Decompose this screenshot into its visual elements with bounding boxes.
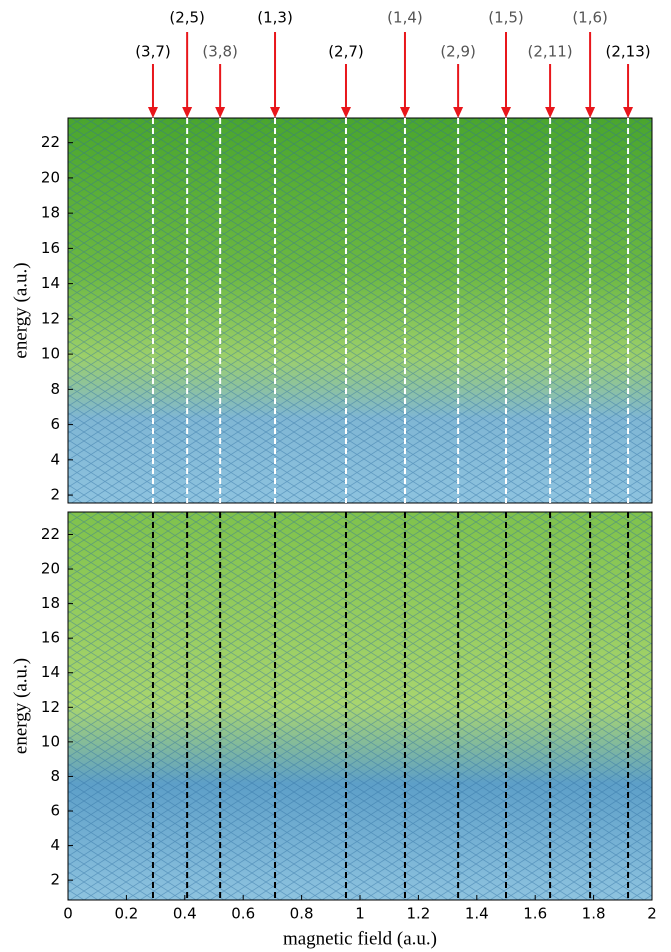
x-tick-label: 0.6 — [231, 905, 255, 923]
y-tick-label: 20 — [41, 560, 60, 578]
arrow-head — [182, 107, 193, 118]
x-tick-label: 0.8 — [290, 905, 314, 923]
y-axis-label: energy (a.u.) — [10, 262, 31, 358]
arrow-head — [340, 107, 351, 118]
arrow-head — [147, 107, 158, 118]
arrow-head — [545, 107, 556, 118]
y-tick-label: 20 — [41, 168, 60, 186]
x-tick-label: 0 — [63, 905, 73, 923]
y-tick-label: 2 — [50, 871, 60, 889]
y-tick-label: 4 — [50, 450, 60, 468]
y-tick-label: 16 — [41, 239, 60, 257]
y-tick-label: 12 — [41, 309, 60, 327]
x-tick-label: 0.2 — [114, 905, 138, 923]
y-tick-label: 18 — [41, 204, 60, 222]
y-tick-label: 6 — [50, 415, 60, 433]
arrow-head — [270, 107, 281, 118]
arrow-head — [399, 107, 410, 118]
y-tick-label: 10 — [41, 732, 60, 750]
annotation-label: (1,4) — [387, 9, 423, 27]
y-tick-label: 18 — [41, 594, 60, 612]
annotation-label: (1,5) — [488, 9, 524, 27]
annotation-label: (2,13) — [606, 43, 651, 61]
y-tick-label: 2 — [50, 486, 60, 504]
y-tick-label: 22 — [41, 525, 60, 543]
annotation-label: (2,11) — [528, 43, 573, 61]
annotation-label: (3,7) — [135, 43, 171, 61]
x-tick-label: 2 — [647, 905, 657, 923]
y-tick-label: 8 — [50, 380, 60, 398]
y-tick-label: 14 — [41, 663, 60, 681]
y-tick-label: 10 — [41, 345, 60, 363]
heatmap-texture — [68, 512, 652, 900]
annotation-label: (2,9) — [440, 43, 476, 61]
x-tick-label: 1.8 — [582, 905, 606, 923]
x-tick-label: 1 — [355, 905, 365, 923]
arrow-head — [215, 107, 226, 118]
x-axis-label: magnetic field (a.u.) — [283, 928, 437, 949]
y-tick-label: 14 — [41, 274, 60, 292]
arrow-head — [585, 107, 596, 118]
x-tick-label: 1.6 — [523, 905, 547, 923]
y-tick-label: 6 — [50, 801, 60, 819]
annotation-label: (1,6) — [572, 9, 608, 27]
arrow-head — [453, 107, 464, 118]
annotation-label: (2,5) — [169, 9, 205, 27]
y-tick-label: 16 — [41, 629, 60, 647]
heatmap-texture — [68, 118, 652, 503]
annotation-label: (1,3) — [257, 9, 293, 27]
y-tick-label: 22 — [41, 133, 60, 151]
arrow-head — [501, 107, 511, 118]
y-axis-label: energy (a.u.) — [10, 658, 31, 754]
y-tick-label: 12 — [41, 698, 60, 716]
plot-frame — [67, 117, 653, 504]
annotation-label: (3,8) — [202, 43, 238, 61]
x-tick-label: 1.4 — [465, 905, 489, 923]
x-tick-label: 1.2 — [406, 905, 430, 923]
arrow-head — [623, 107, 634, 118]
y-tick-label: 4 — [50, 836, 60, 854]
y-tick-label: 8 — [50, 767, 60, 785]
x-tick-label: 0.4 — [173, 905, 197, 923]
annotation-label: (2,7) — [328, 43, 364, 61]
